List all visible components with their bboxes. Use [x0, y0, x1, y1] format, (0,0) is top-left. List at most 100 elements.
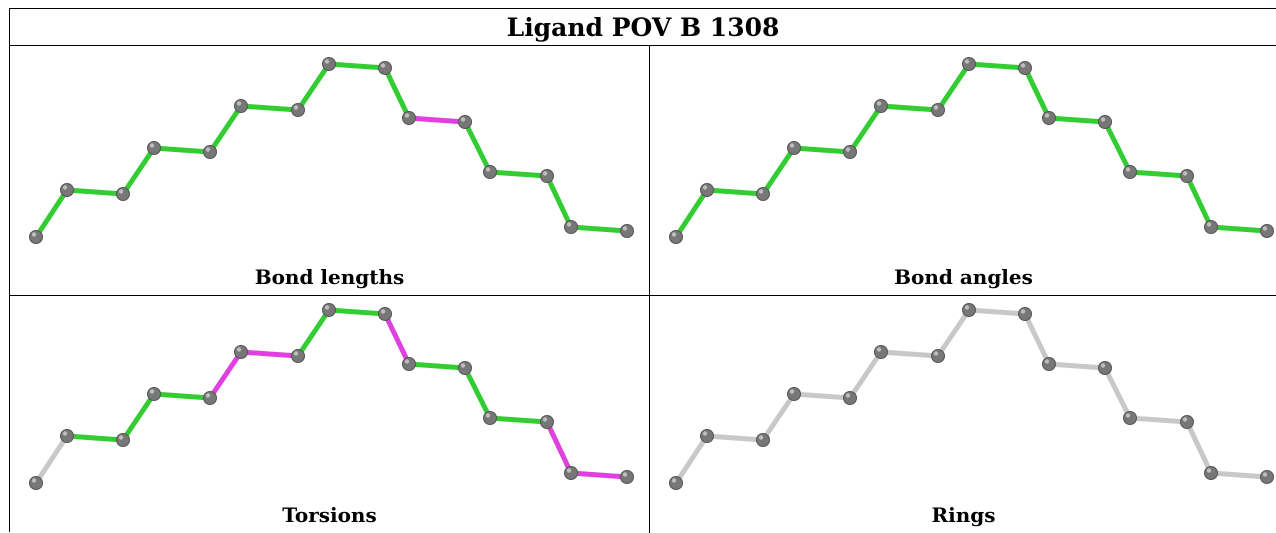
atom-torsions-6 — [291, 349, 305, 363]
bond-torsions-12 — [544, 419, 574, 476]
atom-torsions-4 — [203, 391, 217, 405]
atom-highlight-torsions-8 — [380, 309, 386, 314]
atom-rings-4 — [843, 391, 857, 405]
bond-bond-lengths-7 — [326, 61, 388, 71]
atom-highlight-bond-angles-11 — [1125, 167, 1131, 172]
atom-highlight-rings-5 — [876, 347, 882, 352]
atom-highlight-bond-lengths-7 — [324, 59, 330, 64]
atom-highlight-bond-angles-7 — [964, 59, 970, 64]
bond-torsions-0 — [33, 433, 70, 486]
atom-highlight-rings-3 — [789, 389, 795, 394]
bond-torsions-7 — [326, 307, 388, 317]
atom-bond-lengths-8 — [378, 61, 392, 75]
atom-rings-12 — [1180, 415, 1194, 429]
atom-highlight-bond-lengths-0 — [31, 232, 37, 237]
bond-bond-angles-6 — [935, 61, 972, 113]
bond-bond-angles-3 — [791, 145, 853, 155]
atom-highlight-bond-angles-9 — [1044, 113, 1050, 118]
bond-bond-angles-0 — [673, 187, 710, 240]
bond-rings-8 — [1022, 311, 1052, 367]
bond-bond-lengths-5 — [238, 103, 301, 113]
atom-highlight-rings-0 — [671, 478, 677, 483]
atom-bond-lengths-10 — [458, 115, 472, 129]
atom-highlight-torsions-2 — [118, 435, 124, 440]
atom-rings-14 — [1260, 470, 1274, 484]
atom-highlight-bond-lengths-8 — [380, 63, 386, 68]
bond-bond-lengths-3 — [151, 145, 213, 155]
atom-rings-7 — [962, 303, 976, 317]
atom-highlight-bond-angles-12 — [1182, 171, 1188, 176]
caption-bond-angles: Bond angles — [894, 265, 1033, 289]
atom-rings-3 — [787, 387, 801, 401]
atom-torsions-3 — [147, 387, 161, 401]
bond-rings-2 — [760, 391, 797, 443]
atom-bond-lengths-6 — [291, 103, 305, 117]
bond-torsions-8 — [382, 311, 412, 367]
caption-bond-lengths: Bond lengths — [254, 265, 405, 289]
atom-torsions-11 — [483, 411, 497, 425]
bond-bond-lengths-0 — [33, 187, 70, 240]
bond-torsions-1 — [64, 433, 126, 443]
bond-bond-angles-12 — [1184, 173, 1214, 230]
atom-highlight-rings-12 — [1182, 417, 1188, 422]
bond-torsions-4 — [207, 349, 244, 401]
atom-highlight-bond-angles-13 — [1206, 222, 1212, 227]
atom-torsions-7 — [322, 303, 336, 317]
atom-bond-lengths-4 — [203, 145, 217, 159]
atom-highlight-bond-angles-6 — [933, 105, 939, 110]
atom-bond-angles-6 — [931, 103, 945, 117]
panel-torsions: Torsions — [10, 296, 650, 533]
atom-bond-lengths-13 — [564, 220, 578, 234]
atom-highlight-torsions-13 — [566, 468, 572, 473]
atom-highlight-torsions-1 — [62, 431, 68, 436]
bond-bond-lengths-11 — [487, 169, 550, 179]
atom-bond-lengths-3 — [147, 141, 161, 155]
atom-highlight-bond-lengths-5 — [236, 101, 242, 106]
atom-highlight-bond-angles-5 — [876, 101, 882, 106]
atom-bond-lengths-5 — [234, 99, 248, 113]
molecule-bond-lengths — [29, 57, 634, 244]
atom-highlight-bond-angles-0 — [671, 232, 677, 237]
atom-highlight-bond-lengths-1 — [62, 185, 68, 190]
atom-highlight-bond-angles-1 — [702, 185, 708, 190]
bond-rings-5 — [878, 349, 941, 359]
atom-bond-angles-3 — [787, 141, 801, 155]
atom-rings-5 — [874, 345, 888, 359]
atom-highlight-rings-6 — [933, 351, 939, 356]
molecule-rings — [669, 303, 1274, 490]
bond-bond-angles-1 — [704, 187, 766, 197]
atom-highlight-rings-1 — [702, 431, 708, 436]
bond-rings-4 — [847, 349, 884, 401]
figure-frame: Ligand POV B 1308 Bond lengths Bond angl… — [9, 8, 1276, 533]
bond-bond-lengths-1 — [64, 187, 126, 197]
bond-bond-lengths-2 — [120, 145, 157, 197]
atom-highlight-rings-11 — [1125, 413, 1131, 418]
bond-bond-angles-2 — [760, 145, 797, 197]
atom-bond-angles-14 — [1260, 224, 1274, 238]
bond-bond-lengths-10 — [462, 119, 493, 175]
atom-bond-lengths-11 — [483, 165, 497, 179]
bond-rings-13 — [1208, 470, 1270, 480]
atom-highlight-bond-lengths-11 — [485, 167, 491, 172]
atom-highlight-rings-2 — [758, 435, 764, 440]
atom-torsions-12 — [540, 415, 554, 429]
caption-torsions: Torsions — [282, 503, 377, 527]
atom-highlight-rings-14 — [1262, 472, 1268, 477]
bond-rings-6 — [935, 307, 972, 359]
atom-highlight-bond-lengths-2 — [118, 189, 124, 194]
atom-bond-angles-1 — [700, 183, 714, 197]
bond-rings-3 — [791, 391, 853, 401]
atom-torsions-2 — [116, 433, 130, 447]
atom-bond-angles-8 — [1018, 61, 1032, 75]
panel-bond-lengths: Bond lengths — [10, 46, 650, 296]
bond-rings-12 — [1184, 419, 1214, 476]
atom-bond-angles-0 — [669, 230, 683, 244]
bond-rings-9 — [1046, 361, 1108, 371]
atom-bond-lengths-9 — [402, 111, 416, 125]
atom-highlight-torsions-14 — [622, 472, 628, 477]
bond-rings-10 — [1102, 365, 1133, 421]
panel-bond-angles: Bond angles — [650, 46, 1276, 296]
atom-rings-1 — [700, 429, 714, 443]
molecule-bond-angles — [669, 57, 1274, 244]
atom-highlight-rings-10 — [1100, 363, 1106, 368]
